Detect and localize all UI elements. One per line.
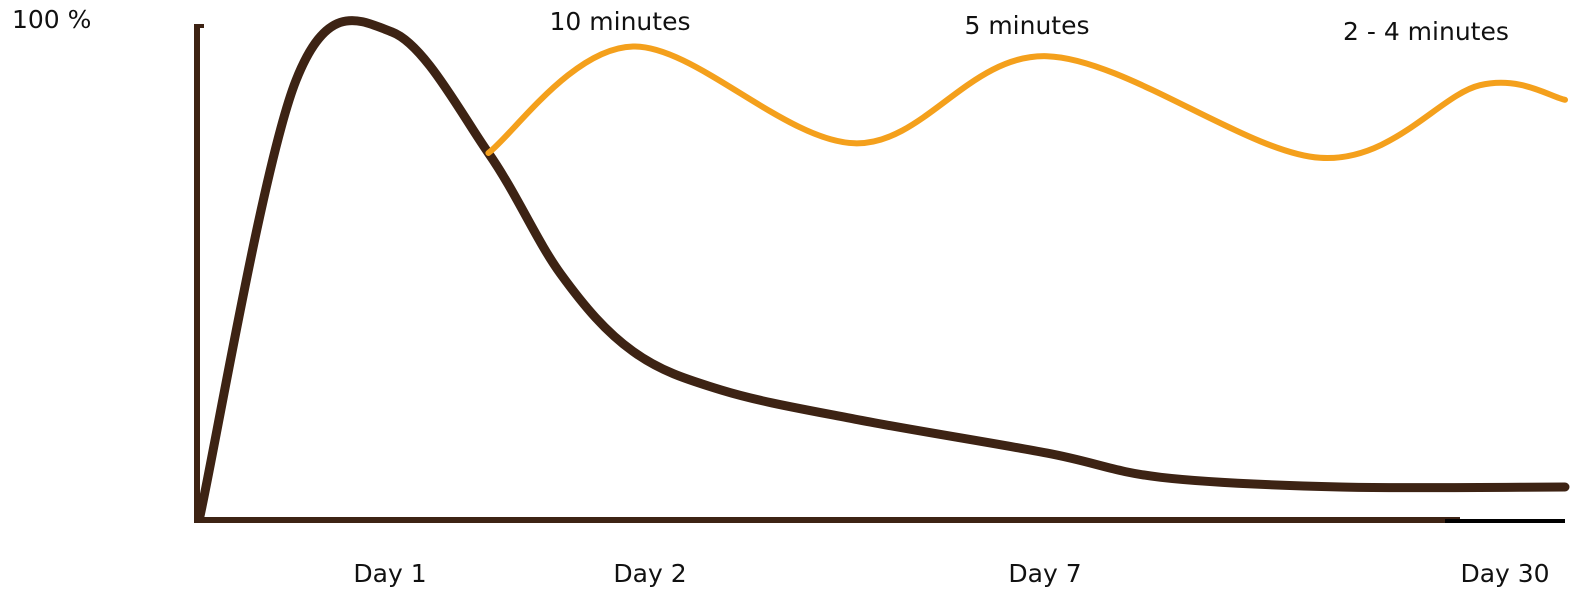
review-label-10-minutes: 10 minutes [550, 7, 691, 36]
x-tick-day-1: Day 1 [353, 559, 426, 588]
review-label-5-minutes: 5 minutes [964, 11, 1089, 40]
x-tick-day-7: Day 7 [1008, 559, 1081, 588]
y-axis-label: 100 % [12, 5, 91, 34]
review-label-2-4-minutes: 2 - 4 minutes [1343, 17, 1509, 46]
x-tick-day-30: Day 30 [1460, 559, 1549, 588]
review-curve [488, 46, 1565, 158]
x-tick-day-2: Day 2 [613, 559, 686, 588]
decay-curve [200, 21, 1565, 516]
